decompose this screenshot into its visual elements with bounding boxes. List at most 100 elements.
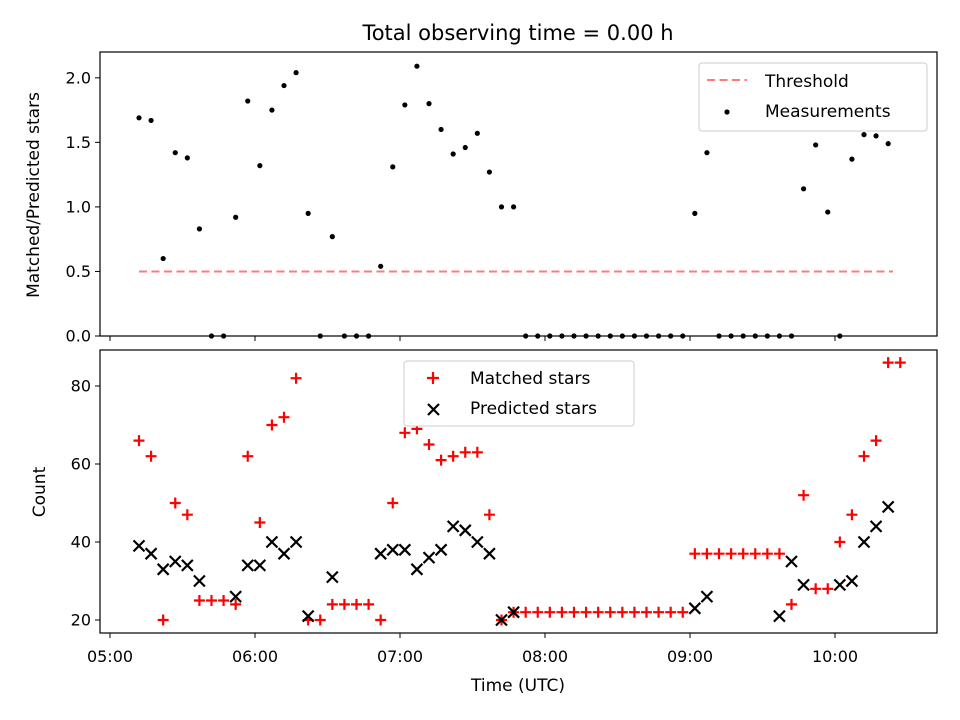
measurement-point — [293, 70, 299, 76]
predicted-star-marker — [326, 570, 339, 584]
top-plot-frame — [99, 51, 938, 337]
matched-legend-label: Matched stars — [470, 369, 590, 389]
matched-star-marker — [653, 606, 665, 618]
measurement-point — [825, 209, 831, 215]
predicted-star-marker — [374, 547, 387, 560]
measurement-point — [281, 82, 287, 89]
bottom-y-tick-label: 80 — [71, 377, 91, 396]
x-tick-label: 06:00 — [232, 647, 278, 666]
top-legend: Threshold Measurements — [698, 62, 928, 132]
x-tick-label: 09:00 — [667, 647, 713, 666]
predicted-star-marker — [181, 559, 194, 572]
matched-star-marker — [665, 606, 677, 618]
matched-star-marker — [290, 372, 302, 384]
bottom-legend: Matched stars Predicted stars — [403, 360, 635, 427]
matched-star-marker — [604, 606, 616, 618]
predicted-star-marker — [265, 535, 279, 549]
predicted-star-marker — [857, 535, 871, 549]
matched-star-marker — [375, 614, 387, 626]
top-y-tick-label: 1.5 — [66, 133, 91, 152]
matched-star-marker — [749, 548, 761, 560]
predicted-star-marker — [398, 543, 412, 557]
measurement-point — [172, 150, 178, 156]
top-panel: 0.00.51.01.52.0 Matched/Predicted stars … — [24, 51, 938, 346]
matched-star-marker — [133, 435, 145, 447]
predicted-star-marker — [301, 609, 315, 623]
matched-star-marker — [278, 411, 290, 423]
predicted-star-marker — [434, 543, 448, 557]
matched-star-marker — [689, 548, 701, 560]
measurements-legend-swatch — [724, 109, 730, 115]
predicted-star-marker — [483, 547, 496, 560]
matched-star-marker — [544, 606, 556, 618]
matched-star-marker — [798, 489, 810, 501]
matched-star-marker — [423, 439, 435, 450]
predicted-star-marker — [881, 500, 895, 514]
matched-star-marker — [894, 357, 906, 369]
measurement-point — [426, 101, 432, 107]
measurement-point — [873, 133, 879, 139]
predicted-star-marker — [132, 539, 146, 553]
bottom-y-tick-label: 20 — [71, 611, 91, 630]
predicted-star-marker — [144, 547, 158, 560]
matched-star-marker — [773, 548, 785, 560]
matched-star-marker — [338, 598, 350, 610]
matched-star-marker — [363, 598, 375, 610]
matched-star-marker — [314, 614, 326, 626]
predicted-star-marker — [277, 547, 291, 560]
matched-star-marker — [580, 606, 592, 618]
matched-star-marker — [471, 446, 483, 458]
matched-star-marker — [387, 497, 399, 509]
matched-star-marker — [834, 536, 846, 548]
predicted-star-marker — [773, 609, 786, 623]
measurement-point — [329, 234, 335, 240]
matched-star-marker — [725, 548, 737, 560]
matched-star-marker — [230, 598, 242, 610]
matched-star-marker — [628, 606, 640, 618]
predicted-star-marker — [507, 605, 520, 619]
predicted-star-marker — [168, 555, 182, 568]
matched-star-marker — [761, 548, 773, 560]
matched-star-marker — [858, 450, 870, 462]
matched-star-marker — [701, 548, 713, 560]
matched-star-marker — [266, 419, 278, 431]
matched-star-marker — [254, 517, 266, 528]
matched-star-marker — [810, 583, 822, 595]
measurement-point — [414, 63, 420, 69]
predicted-star-marker — [289, 535, 303, 549]
measurement-point — [438, 126, 444, 133]
matched-star-marker — [677, 606, 689, 618]
measurement-point — [148, 117, 154, 124]
measurement-point — [813, 142, 819, 148]
matched-star-marker — [218, 595, 230, 606]
matched-star-marker — [399, 427, 411, 439]
matched-star-marker — [616, 606, 628, 618]
matched-star-marker — [737, 548, 749, 560]
matched-star-marker — [435, 454, 447, 466]
matched-star-marker — [532, 606, 544, 618]
measurement-point — [184, 155, 190, 161]
measurement-point — [402, 102, 408, 108]
matched-star-marker — [447, 450, 459, 462]
measurements-legend-label: Measurements — [765, 102, 891, 122]
matched-star-marker — [193, 595, 205, 606]
measurement-point — [196, 226, 203, 232]
matched-star-marker — [592, 606, 604, 618]
measurement-point — [257, 163, 263, 169]
measurement-point — [498, 204, 505, 210]
matched-star-marker — [157, 614, 169, 626]
bottom-legend-box — [403, 360, 635, 427]
predicted-star-marker — [869, 520, 883, 533]
predicted-star-marker — [458, 524, 472, 537]
predicted-star-marker — [422, 551, 436, 564]
matched-star-marker — [822, 583, 834, 595]
measurement-point — [160, 255, 166, 262]
measurement-point — [704, 150, 710, 156]
predicted-legend-swatch — [427, 403, 440, 416]
predicted-star-marker — [410, 563, 424, 576]
measurement-point — [486, 169, 493, 175]
matched-star-marker — [181, 509, 193, 521]
measurement-point — [233, 214, 239, 220]
x-tick-label: 05:00 — [87, 647, 133, 666]
